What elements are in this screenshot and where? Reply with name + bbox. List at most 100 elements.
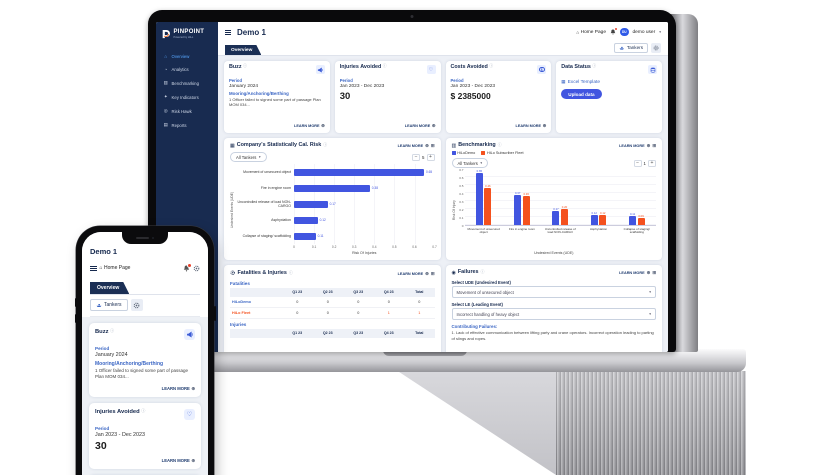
info-icon[interactable]: ⓘ [497, 143, 502, 148]
column-header: Q3 23 [343, 287, 374, 297]
axis-tick: 0.7 [459, 168, 464, 172]
injuries-avoided-value: 30 [95, 439, 107, 452]
expand-icon[interactable]: ⊞ [652, 270, 656, 275]
learn-more-link[interactable]: LEARN MORE [619, 271, 645, 275]
buzz-card: Buzz ⓘ Period January 2024 Mooring/Ancho… [224, 61, 330, 133]
bar [522, 196, 530, 225]
home-page-link[interactable]: ⌂ Home Page [99, 265, 131, 271]
app-logo: PINPOINT Powered by HiLo [160, 29, 214, 39]
card-title: Injuries Avoided [95, 408, 140, 415]
menu-icon[interactable] [225, 28, 231, 35]
plus-circle-icon[interactable]: ⊕ [425, 143, 429, 148]
info-icon[interactable]: ⓘ [110, 328, 115, 333]
sidebar-item-risk-hawk[interactable]: ◎ Risk Hawk [160, 104, 214, 118]
expand-icon[interactable]: ⊞ [430, 143, 435, 148]
main-area: Demo 1 ⌂ Home Page DU demo user ▾ [218, 22, 668, 352]
plus-circle-icon[interactable]: ⊕ [646, 143, 651, 148]
ude-select-label: Select UDE (Undesired Event) [451, 279, 511, 285]
menu-icon[interactable] [90, 264, 97, 271]
decrement-button[interactable]: − [633, 159, 642, 167]
learn-more-link[interactable]: LEARN MORE ⊕ [161, 385, 195, 392]
increment-button[interactable]: + [426, 153, 435, 161]
chart-title: Benchmarking [458, 142, 496, 149]
info-icon[interactable]: ⓘ [382, 64, 387, 68]
tankers-button[interactable]: Tankers [614, 42, 648, 53]
info-icon[interactable]: ⓘ [480, 270, 485, 275]
tanker-filter-dropdown[interactable]: All Tankers ▾ [230, 152, 267, 162]
bar-value: 0.11 [629, 211, 636, 216]
expand-icon[interactable]: ⊞ [652, 143, 656, 148]
megaphone-icon [184, 329, 195, 340]
settings-gear-icon[interactable] [130, 299, 143, 311]
benchmark-chart-categories: Movement of unsecured object Fire in engi… [465, 226, 657, 235]
category-label: Movement of unsecured object [243, 169, 291, 174]
info-icon[interactable]: ⓘ [288, 270, 293, 275]
card-title: Fatalities & Injuries [237, 269, 287, 276]
tab-overview[interactable]: Overview [225, 45, 261, 55]
sidebar-item-benchmarking[interactable]: ▥ Benchmarking [160, 76, 214, 90]
sidebar-item-key-indicators[interactable]: ✦ Key Indicators [160, 90, 214, 104]
table-cell: 0 [312, 308, 343, 319]
bar-value: 0.12 [319, 218, 326, 222]
excel-template-link[interactable]: ▦ Excel Template [561, 79, 601, 85]
upload-data-button[interactable]: Upload data [561, 89, 602, 99]
settings-gear-icon[interactable] [193, 259, 200, 277]
bar-group: 0.65 0.46 [465, 169, 503, 225]
expand-icon[interactable]: ⊞ [430, 270, 435, 276]
plus-circle-icon[interactable]: ⊕ [425, 270, 429, 276]
info-icon[interactable]: ⓘ [489, 64, 494, 68]
table-cell: 1 [373, 308, 404, 319]
increment-button[interactable]: + [648, 159, 656, 167]
bar-wrap: 0.46 [484, 185, 492, 225]
bar [637, 217, 645, 225]
laptop-bezel: PINPOINT Powered by HiLo ⌂ Overview ◔ Analy… [148, 10, 676, 352]
axis-tick: 0.4 [459, 192, 464, 196]
sidebar-item-analytics[interactable]: ◔ Analytics [160, 63, 214, 76]
failures-icon: ◉ [451, 270, 456, 276]
home-icon: ⌂ [164, 54, 168, 59]
info-icon[interactable]: ⓘ [243, 64, 247, 68]
user-name[interactable]: demo user [632, 29, 656, 35]
bell-icon[interactable] [610, 27, 619, 35]
tab-overview[interactable]: Overview [90, 282, 129, 294]
buzz-body: 1 Officer failed to signed some part of … [95, 368, 188, 379]
info-icon[interactable]: ⓘ [592, 64, 597, 68]
learn-more-link[interactable]: LEARN MORE [619, 144, 645, 148]
learn-more-link[interactable]: LEARN MORE [397, 144, 424, 148]
plus-circle-icon[interactable]: ⊕ [646, 270, 651, 275]
sidebar-item-label: Benchmarking [171, 80, 199, 86]
tankers-button[interactable]: Tankers [90, 299, 128, 311]
learn-more-link[interactable]: LEARN MORE ⊕ [161, 457, 195, 464]
bell-icon[interactable] [183, 262, 192, 272]
learn-more-link[interactable]: LEARN MORE ⊕ [515, 123, 547, 128]
info-icon[interactable]: ⓘ [141, 407, 146, 413]
settings-gear-icon[interactable] [651, 42, 661, 53]
bar-wrap: 0.17 [552, 208, 560, 225]
bar [552, 211, 560, 225]
tanker-icon [96, 304, 102, 307]
costs-avoided-card: Costs Avoided ⓘ $ Period Jan 2023 - Dec … [445, 61, 552, 133]
info-icon[interactable]: ⓘ [323, 143, 328, 148]
tanker-filter-dropdown[interactable]: All Tankers ▾ [451, 158, 489, 168]
learn-more-link[interactable]: LEARN MORE ⊕ [294, 123, 325, 128]
avatar[interactable]: DU [620, 27, 629, 37]
table-cell: 0 [343, 297, 374, 308]
sidebar-item-overview[interactable]: ⌂ Overview [160, 50, 214, 63]
page-title: Demo 1 [90, 247, 118, 256]
axis-tick: 0.5 [459, 184, 464, 188]
decrement-button[interactable]: − [412, 153, 421, 161]
table-cell: 1 [404, 308, 435, 319]
ude-select[interactable]: Movement of unsecured object ▾ [451, 286, 656, 298]
benchmark-chart-plot: 0.65 0.46 0.37 0.36 0.17 0.20 0.12 0.12 0.11 0.09 [464, 169, 656, 226]
learn-more-link[interactable]: LEARN MORE ⊕ [404, 123, 436, 128]
bar [629, 216, 637, 225]
sidebar-item-reports[interactable]: ▤ Reports [160, 118, 214, 132]
chevron-down-icon[interactable]: ▾ [659, 30, 661, 34]
bar-track: 0.12 [294, 212, 435, 228]
learn-more-link[interactable]: LEARN MORE [397, 271, 424, 276]
le-select[interactable]: Incorrect handling of heavy object ▾ [451, 308, 656, 320]
bar-track: 0.65 [294, 164, 435, 180]
home-page-link[interactable]: ⌂ Home Page [576, 29, 607, 35]
table-cell: 0 [404, 297, 435, 308]
column-header: Q4 23 [373, 287, 404, 297]
